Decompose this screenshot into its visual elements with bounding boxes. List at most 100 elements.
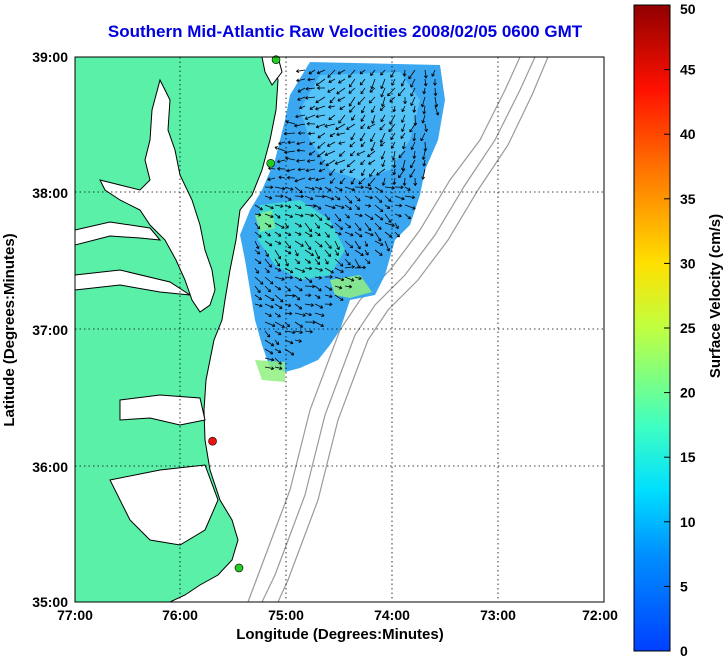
current-arrow [305,168,316,173]
current-arrow [324,195,335,201]
colorbar-tick-label: 5 [680,578,688,594]
current-arrow [274,276,285,281]
current-arrow [264,330,271,338]
current-arrow [264,258,272,268]
current-arrow [422,87,427,95]
current-arrow [254,276,264,285]
current-arrow [404,204,416,210]
current-arrow [344,276,355,282]
current-arrow [381,159,386,168]
current-arrow [354,231,363,238]
current-arrow [379,123,386,131]
current-arrow [420,96,426,108]
current-arrow [264,285,271,293]
current-arrow [354,204,360,210]
current-arrow [294,194,304,199]
colorbar-tick-label: 15 [680,449,696,465]
current-arrow [364,249,369,256]
current-arrow [394,185,404,190]
current-arrow [348,78,356,88]
current-arrow [334,294,344,301]
current-arrow [424,123,428,132]
current-arrow [296,69,306,73]
current-arrow [354,265,366,270]
current-arrow [328,114,336,121]
y-axis-label: Latitude (Degrees:Minutes) [1,233,18,426]
velocity-field-moderate [258,200,345,280]
current-arrow [380,114,386,123]
current-arrow [264,339,275,347]
current-arrow [364,222,372,232]
current-arrow [384,231,393,238]
current-arrow [304,293,312,298]
current-arrow [359,132,366,142]
current-arrow [339,177,346,185]
current-arrow [274,240,282,245]
current-arrow [401,159,406,171]
current-arrow [316,69,326,75]
current-arrow [364,213,374,220]
current-arrow [370,78,376,90]
current-arrow [314,258,321,266]
y-tick-labels: 39:00 38:00 37:00 36:00 35:00 [32,49,68,610]
current-arrow [344,249,349,257]
current-arrow [346,123,356,130]
current-arrow [324,267,334,274]
current-arrow [297,167,306,172]
graticule [75,57,604,602]
current-arrow [295,114,306,119]
map-title: Southern Mid-Atlantic Raw Velocities 200… [107,22,583,41]
current-arrow [298,131,306,136]
river [75,269,191,296]
current-arrow [422,105,427,115]
current-arrow [344,258,351,266]
current-arrow [308,69,316,75]
current-arrow [264,204,274,210]
current-arrow [334,159,346,165]
current-arrow [344,186,356,192]
current-arrow [314,321,324,327]
current-arrow [412,105,417,113]
current-arrow [315,123,326,129]
current-arrow [284,293,296,298]
current-arrow [264,213,274,219]
current-arrow [284,311,293,316]
current-arrow [274,213,281,219]
current-arrow [412,132,417,142]
current-arrow [354,276,362,280]
current-arrow [274,186,286,191]
current-arrow [308,176,316,181]
current-arrow [294,240,304,247]
current-arrow [434,96,439,108]
current-arrow [306,159,316,163]
current-arrow [408,69,416,80]
current-arrow [344,213,350,219]
current-arrow [364,258,371,264]
current-arrow [294,330,303,334]
colorbar-tick-label: 30 [680,255,696,271]
current-arrow [361,168,366,177]
current-arrow [394,203,403,208]
current-arrow [410,159,416,169]
current-arrow [334,231,342,236]
current-arrow [349,168,356,173]
current-arrow [364,186,373,191]
current-arrow [314,222,320,229]
current-arrow [314,312,325,317]
current-arrow [337,69,346,75]
current-arrow [379,132,386,143]
current-arrow [360,159,366,166]
current-arrow [354,249,364,257]
station-marker [266,158,276,168]
current-arrow [254,303,263,308]
current-arrow [398,150,406,159]
current-arrow [294,222,302,228]
current-arrow [296,141,306,146]
current-arrow [294,285,303,292]
velocity-field-high [255,360,285,382]
current-arrow [392,168,397,176]
x-tick-labels: 77:00 76:00 75:00 74:00 73:00 72:00 [57,607,618,623]
x-tick-label: 76:00 [162,607,198,623]
current-arrow [284,348,295,356]
current-arrow [317,132,326,139]
